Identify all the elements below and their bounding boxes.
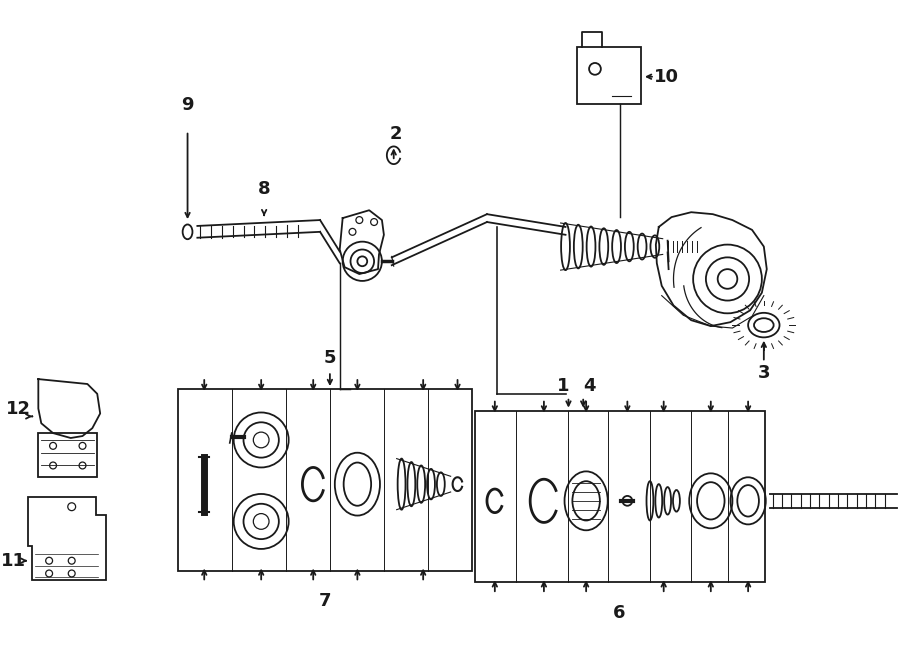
Text: 3: 3 — [758, 364, 770, 382]
Text: 6: 6 — [613, 604, 626, 622]
Text: 11: 11 — [1, 552, 25, 570]
Bar — [177, 389, 472, 570]
Text: 7: 7 — [319, 592, 331, 610]
Text: 4: 4 — [583, 377, 596, 395]
Text: 10: 10 — [654, 67, 679, 86]
Text: 5: 5 — [324, 349, 336, 368]
Bar — [577, 48, 641, 104]
Text: 8: 8 — [257, 180, 270, 198]
Text: 9: 9 — [181, 96, 194, 114]
Bar — [39, 433, 97, 477]
Text: 1: 1 — [557, 377, 570, 395]
Text: 2: 2 — [390, 126, 402, 143]
Text: 12: 12 — [5, 399, 31, 418]
Bar — [475, 410, 765, 582]
